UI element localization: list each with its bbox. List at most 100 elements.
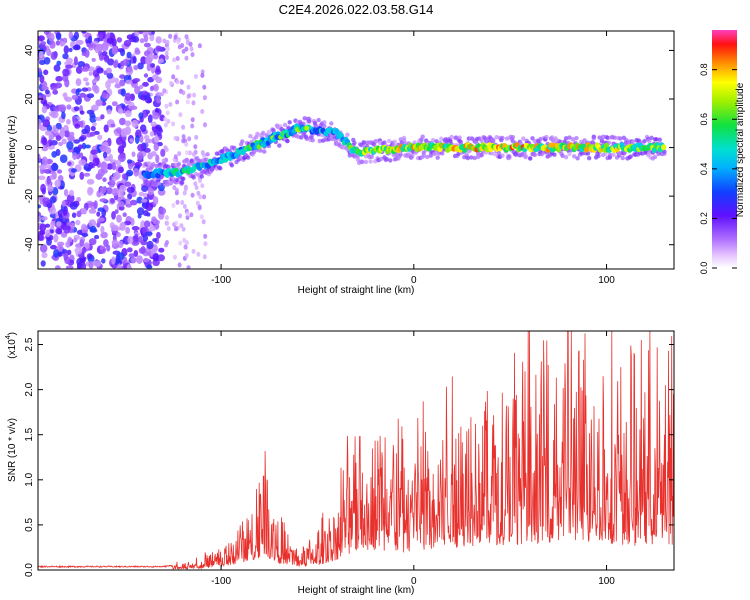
spectrogram-cell [456,151,461,156]
spectrogram-cell [102,42,110,47]
spectrogram-cell [198,178,202,184]
spectrogram-cell [492,151,497,157]
spectrogram-cell [83,66,89,72]
spectrogram-cell [181,138,186,144]
spectrogram-cell [218,166,223,171]
spectrogram-cell [152,253,159,262]
spectrogram-cell [149,131,155,137]
spectrogram-cell [86,93,95,99]
spectrogram-cell [155,172,161,179]
spectrogram-cell [580,151,585,156]
spectrogram-cell [185,215,190,220]
spectrogram-cell [191,248,196,254]
spectrogram-cell [141,185,149,192]
spectrogram-cell [80,208,87,215]
spectrogram-cell [189,46,194,52]
spectrogram-cell [125,226,130,234]
spectrogram-cell [61,138,67,145]
spectrogram-cell [121,140,127,149]
spectrogram-ytick-label: -40 [24,237,35,252]
spectrogram-cell [449,134,454,140]
spectrogram-cell [90,125,96,132]
spectrogram-cell [91,84,98,92]
spectrogram-cell [175,56,180,61]
spectrogram-cell [73,139,80,144]
spectrogram-cell [434,139,439,144]
spectrogram-cell [596,153,601,159]
spectrogram-cell [53,233,59,243]
spectrogram-cell [66,104,72,110]
spectrogram-cell [70,168,77,173]
spectrogram-cell [152,53,159,60]
spectrogram-cell [44,130,52,136]
spectrogram-cell [197,204,202,210]
spectrogram-cell [43,69,49,76]
spectrogram-cell [63,130,71,138]
spectrogram-cell [384,157,389,162]
spectrogram-cell [38,204,42,209]
spectrogram-cell [179,223,184,229]
snr-xtick-label: -100 [211,576,231,587]
spectrogram-cell [185,211,190,217]
spectrogram-cell [132,36,140,43]
spectrogram-cell [420,134,425,139]
spectrogram-cell [49,229,54,234]
spectrogram-cell [424,138,429,143]
spectrogram-cell [73,106,80,112]
spectrogram-cell [360,159,365,165]
spectrogram-cell [96,211,101,217]
spectrogram-cell [86,109,95,115]
spectrogram-cell [194,134,199,140]
spectrogram-cell [149,85,154,92]
spectrogram-cell [74,123,81,129]
spectrogram-cell [178,112,183,118]
spectrogram-cell [607,152,613,158]
spectrogram-cell [64,256,71,265]
spectrogram-cell [111,224,119,232]
spectrogram-cell [465,155,470,161]
spectrogram-cell [163,122,168,128]
spectrogram-cell [50,220,56,228]
colorbar-label: Normalized spectral amplitude [735,82,746,217]
spectrogram-cell [479,152,484,158]
spectrogram-cell [117,240,124,249]
colorbar-gradient [712,30,737,268]
spectrogram-cell [53,248,60,258]
spectrogram-cell [87,202,96,207]
spectrogram-cell [103,54,110,63]
spectrogram-cell [307,119,312,124]
spectrogram-cell [98,145,105,150]
spectrogram-cell [464,152,469,157]
spectrogram-cell [130,256,137,264]
spectrogram-cell [149,34,155,42]
spectrogram-cell [95,99,103,107]
spectrogram-cell [628,154,633,159]
spectrogram-cell [156,231,161,239]
spectrogram-cell [435,155,440,160]
spectrogram-cell [38,215,42,223]
spectrogram-cell [317,138,322,144]
spectrogram-cell [175,99,180,105]
spectrogram-cell [62,53,69,60]
spectrogram-cell [71,212,77,218]
spectrogram-cell [262,149,267,154]
spectrogram-cell [287,120,292,125]
spectrogram-cell [65,241,71,248]
spectrogram-cell [73,237,78,243]
spectrogram-cell [73,31,80,40]
spectrogram-cell [472,155,477,161]
spectrogram-cell [76,197,81,202]
spectrogram-cell [42,137,48,146]
spectrogram-cell [59,41,66,47]
spectrogram-cell [56,169,63,174]
spectrogram-cell [355,157,361,162]
spectrogram-cell [50,86,58,91]
spectrogram-cell [88,71,93,76]
spectrogram-cell [201,153,207,158]
spectrogram-cell [200,109,205,114]
spectrogram-cell [560,153,565,158]
spectrogram-cell [184,34,189,40]
spectrogram-cell [114,209,119,214]
spectrogram-cell [46,124,53,133]
spectrogram-cell [504,136,510,141]
